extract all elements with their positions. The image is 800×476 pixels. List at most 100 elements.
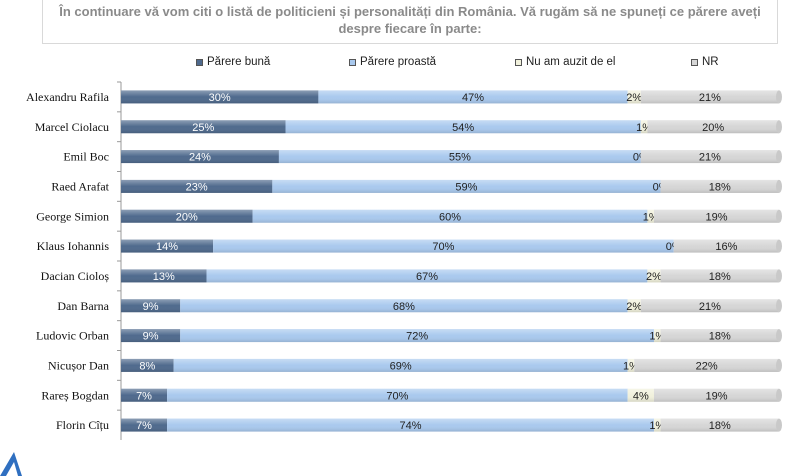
data-label: 70% xyxy=(386,390,408,402)
bar-segment-shading xyxy=(121,329,181,343)
legend-swatch xyxy=(196,58,203,66)
data-label: 18% xyxy=(709,420,731,432)
bar-end-cap xyxy=(776,418,782,432)
bar-end-cap xyxy=(776,239,782,253)
category-label: Alexandru Rafila xyxy=(26,90,110,104)
bar-segment-shading xyxy=(647,209,654,223)
data-label: 20% xyxy=(176,211,198,223)
data-label: 72% xyxy=(406,331,428,343)
data-label: 9% xyxy=(143,331,159,343)
bar-segment-shading xyxy=(121,150,279,164)
legend-swatch xyxy=(349,58,356,66)
bar-end-cap xyxy=(776,388,782,402)
triangle-logo-icon xyxy=(0,452,22,476)
bar-end-cap xyxy=(776,209,782,223)
bar-segment-shading xyxy=(121,179,273,193)
data-label: 59% xyxy=(455,181,477,193)
bar-segment-shading xyxy=(180,299,628,313)
bar-segment-shading xyxy=(640,150,779,164)
data-label: 2% xyxy=(626,92,642,104)
bar-segment-shading xyxy=(121,120,286,134)
data-label: 21% xyxy=(699,301,721,313)
bar-segment-shading xyxy=(627,358,635,372)
bar-segment-shading xyxy=(660,269,779,283)
data-label: 19% xyxy=(705,211,727,223)
data-label: 7% xyxy=(136,390,152,402)
bar-segment-shading xyxy=(653,209,779,223)
category-label: Dan Barna xyxy=(57,299,109,313)
bar-segment-shading xyxy=(640,90,779,104)
legend-item-parere-proasta: Părere proastă xyxy=(349,56,436,68)
bar-segment-shading xyxy=(660,418,779,432)
bar-segment-shading xyxy=(121,418,168,432)
bar-end-cap xyxy=(776,358,782,372)
question-box: În continuare vă vom citi o listă de pol… xyxy=(42,0,778,44)
category-label: George Simion xyxy=(36,209,109,223)
bar-segment-shading xyxy=(278,150,641,164)
bar-end-cap xyxy=(776,179,782,193)
data-label: 67% xyxy=(416,271,438,283)
data-label: 2% xyxy=(626,301,642,313)
data-label: 7% xyxy=(136,420,152,432)
category-label: Dacian Cioloș xyxy=(41,269,110,283)
legend-item-nu-am-auzit: Nu am auzit de el xyxy=(515,56,616,68)
question-line-2: despre fiecare în parte: xyxy=(338,21,482,36)
bar-end-cap xyxy=(776,329,782,343)
bar-segment-shading xyxy=(121,269,207,283)
bar-segment-shading xyxy=(173,358,628,372)
bar-segment-shading xyxy=(121,239,214,253)
data-label: 23% xyxy=(186,181,208,193)
data-label: 30% xyxy=(209,92,231,104)
data-label: 55% xyxy=(449,152,471,164)
legend-swatch xyxy=(515,58,522,66)
data-label: 70% xyxy=(432,241,454,253)
bar-segment-shading xyxy=(627,388,654,402)
bar-end-cap xyxy=(776,90,782,104)
legend-label: Nu am auzit de el xyxy=(526,56,616,68)
bar-segment-shading xyxy=(167,388,628,402)
data-label: 69% xyxy=(390,360,412,372)
bar-segment-shading xyxy=(653,418,661,432)
bar-segment-shading xyxy=(121,209,253,223)
data-label: 18% xyxy=(709,181,731,193)
bar-segment-shading xyxy=(252,209,648,223)
data-label: 20% xyxy=(702,122,724,134)
bar-segment-shading xyxy=(167,418,654,432)
legend-item-nr: NR xyxy=(691,56,719,68)
bar-end-cap xyxy=(776,120,782,134)
bar-end-cap xyxy=(776,150,782,164)
bar-segment-shading xyxy=(213,239,674,253)
legend-label: Părere bună xyxy=(207,56,271,68)
data-label: 9% xyxy=(143,301,159,313)
data-label: 60% xyxy=(439,211,461,223)
question-text: În continuare vă vom citi o listă de pol… xyxy=(43,3,777,37)
bar-end-cap xyxy=(776,299,782,313)
category-label: Rareș Bogdan xyxy=(41,388,109,402)
bar-segment-shading xyxy=(627,299,641,313)
bar-segment-shading xyxy=(285,120,641,134)
bar-segment-shading xyxy=(660,179,779,193)
data-label: 47% xyxy=(462,92,484,104)
bar-segment-shading xyxy=(673,239,779,253)
legend-label: Părere proastă xyxy=(360,56,437,68)
bar-segment-shading xyxy=(653,388,779,402)
bar-segment-shading xyxy=(653,329,661,343)
data-label: 18% xyxy=(709,331,731,343)
legend-label: NR xyxy=(702,56,719,68)
data-label: 14% xyxy=(156,241,178,253)
data-label: 24% xyxy=(189,152,211,164)
chart-legend: Părere bună Părere proastă Nu am auzit d… xyxy=(0,56,800,72)
category-label: Marcel Ciolacu xyxy=(35,120,109,134)
category-label: Florin Cîțu xyxy=(56,418,109,432)
bar-segment-shading xyxy=(318,90,628,104)
bar-segment-shading xyxy=(206,269,648,283)
data-label: 22% xyxy=(696,360,718,372)
bar-segment-shading xyxy=(121,90,319,104)
category-label: Nicușor Dan xyxy=(48,358,109,372)
bar-segment-shading xyxy=(272,179,661,193)
data-label: 2% xyxy=(646,271,662,283)
bar-segment-shading xyxy=(647,269,661,283)
bar-segment-shading xyxy=(660,329,779,343)
data-label: 18% xyxy=(709,271,731,283)
